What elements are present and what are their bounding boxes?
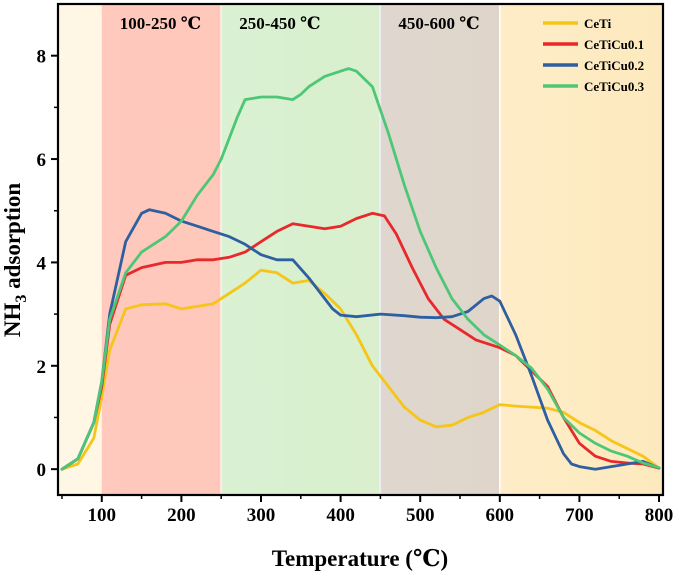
x-tick-label-800: 800 [645,505,674,526]
legend: CeTi CeTiCu0.1 CeTiCu0.2 CeTiCu0.3 [543,16,645,94]
x-tick-label-200: 200 [167,505,196,526]
y-axis-label-main: NH [0,303,25,338]
band-label-3: 450-600 ℃ [398,14,479,33]
series-line-ceti [60,268,661,471]
y-tick-label-2: 2 [37,357,47,378]
y-axis-label-rest: adsorption [0,183,25,295]
band-2 [221,4,381,495]
plot-frame [56,2,665,497]
y-tick-label-6: 6 [37,150,47,171]
x-tick-label-300: 300 [247,505,276,526]
axis-ticks: 100 200 300 400 500 600 700 800 0 2 4 6 8 [37,47,674,526]
x-axis-label: Temperature (℃) [272,546,448,571]
y-tick-label-8: 8 [37,47,47,68]
legend-label-ceticu0-2: CeTiCu0.2 [584,58,644,73]
band-label-1: 100-250 ℃ [120,14,201,33]
x-tick-label-400: 400 [326,505,355,526]
band-3 [380,4,500,495]
band-1 [101,4,222,495]
x-tick-label-100: 100 [88,505,117,526]
band-label-2: 250-450 ℃ [239,14,320,33]
legend-label-ceticu0-1: CeTiCu0.1 [584,37,644,52]
legend-label-ceti: CeTi [584,16,612,31]
series-line-ceticu0-2 [60,208,661,471]
x-tick-label-600: 600 [486,505,515,526]
temperature-bands: 100-250 ℃ 250-450 ℃ 450-600 ℃ [101,4,501,495]
y-axis-label-subscript: 3 [13,295,30,303]
x-tick-label-500: 500 [406,505,435,526]
series-lines [60,67,661,471]
y-tick-label-4: 4 [37,253,47,274]
legend-label-ceticu0-3: CeTiCu0.3 [584,79,645,94]
x-tick-label-700: 700 [565,505,594,526]
series-line-ceticu0-3 [60,67,661,471]
y-tick-label-0: 0 [37,460,47,481]
y-axis-label: NH3 adsorption [0,183,30,338]
